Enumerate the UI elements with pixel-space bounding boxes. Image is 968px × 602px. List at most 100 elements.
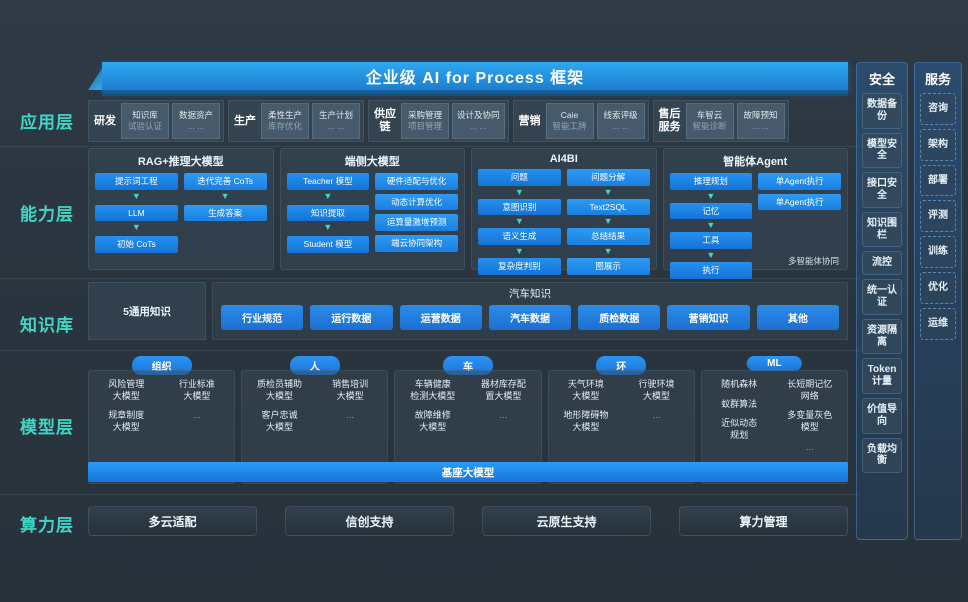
knowledge-chip[interactable]: 运行数据 [310,305,393,330]
knowledge-chip[interactable]: 营销知识 [667,305,750,330]
model-item[interactable]: 近似动态 规划 [721,418,758,441]
service-rail-item[interactable]: 架构 [920,128,956,161]
application-cell[interactable]: 车智云 智能诊断 [685,103,734,139]
application-cell[interactable]: 故障预知... ... [736,103,785,139]
knowledge-chip[interactable]: 运营数据 [399,305,482,330]
security-rail-item[interactable]: 知识围栏 [862,211,902,248]
model-item[interactable]: 随机森林 [721,379,758,389]
model-group-pill[interactable]: ML [747,356,802,371]
model-group-pill[interactable]: 人 [289,356,340,375]
application-cell[interactable]: 线索评级... ... [596,103,645,139]
capability-node[interactable]: 知识提取 [286,204,370,222]
model-item[interactable]: ... [193,410,201,421]
model-group-pill[interactable]: 环 [596,356,647,375]
capability-node[interactable]: 运算量激增预测 [375,214,458,231]
capability-card: 智能体Agent 推理规划 ▼ 记忆 ▼ 工具 ▼ 执行 单Agent执行 单Agent执行 多智能… [662,148,848,279]
capability-card-title: 端侧大模型 [344,156,400,168]
down-arrow-icon: ▼ [514,245,524,256]
capability-node[interactable]: 单Agent执行 [758,193,841,211]
compute-button[interactable]: 云原生支持 [482,506,651,536]
application-cell[interactable]: Caie 智能工牌 [545,103,594,139]
model-group-pill[interactable]: 车 [443,356,493,375]
knowledge-chip[interactable]: 汽车数据 [488,305,572,330]
capability-node[interactable]: 硬件适配与优化 [375,173,458,190]
knowledge-chip[interactable]: 其他 [756,305,839,330]
capability-node[interactable]: Teacher 模型 [286,173,370,190]
model-item[interactable]: 地形障碍物 大模型 [563,410,609,433]
capability-node[interactable]: 总结结果 [566,228,650,245]
capability-node[interactable]: 端云协同架构 [375,234,458,252]
knowledge-chip[interactable]: 质检数据 [578,305,661,330]
model-item[interactable]: ... [652,410,661,421]
model-item[interactable]: 多变量灰色 模型 [787,410,833,433]
capability-node[interactable]: 迭代完善 CoTs [183,173,267,190]
model-item[interactable]: 故障维修 大模型 [414,410,451,433]
capability-node[interactable]: 提示词工程 [95,173,178,190]
application-cell-subline: 智能诊断 [692,121,727,131]
model-group-pill[interactable]: 组织 [131,356,192,375]
application-cell[interactable]: 生产计划... ... [312,103,360,139]
compute-button[interactable]: 多云适配 [88,506,257,536]
capability-node[interactable]: 复杂度判别 [478,257,561,275]
capability-node[interactable]: 执行 [669,261,753,279]
service-rail-item[interactable]: 咨询 [920,93,956,125]
capability-node[interactable]: 推理规划 [669,173,753,190]
application-cell[interactable]: 设计及协同... ... [452,103,505,139]
model-item[interactable]: 销售培训 大模型 [332,379,369,401]
model-item[interactable]: 天气环境 大模型 [567,379,604,401]
base-model-bar[interactable]: 基座大模型 [88,462,848,482]
model-item[interactable]: ... [499,410,508,421]
capability-node[interactable]: 意图识别 [478,198,561,216]
model-item[interactable]: 风险管理 大模型 [108,379,145,401]
capability-node[interactable]: 工具 [669,232,753,249]
service-rail-item[interactable]: 优化 [920,271,956,304]
service-rail-item[interactable]: 评测 [920,200,956,233]
security-rail-item[interactable]: 流控 [862,251,902,276]
model-item[interactable]: 规章制度 大模型 [108,410,145,433]
service-rail-item[interactable]: 运维 [920,307,956,340]
model-item[interactable]: 质检员辅助 大模型 [257,379,303,401]
model-item[interactable]: 行驶环境 大模型 [638,379,675,401]
capability-node[interactable]: 语义生成 [478,228,561,245]
security-rail-item[interactable]: Token计量 [862,358,902,394]
capability-node[interactable]: 单Agent执行 [758,173,841,190]
application-cell[interactable]: 知识库 试验认证 [121,103,169,139]
security-rail-item[interactable]: 数据备份 [862,93,902,129]
capability-node[interactable]: 图展示 [566,257,650,275]
compute-button[interactable]: 算力管理 [679,506,848,536]
security-rail-item[interactable]: 资源隔离 [862,318,902,355]
security-rail-item[interactable]: 接口安全 [862,172,902,208]
capability-node[interactable]: LLM [95,204,178,222]
capability-node[interactable]: 动态计算优化 [375,193,458,211]
model-item[interactable]: 器材库存配 置大模型 [480,379,526,401]
model-item[interactable]: ... [346,410,354,421]
model-item[interactable]: 长短期记忆 网络 [787,379,833,401]
security-rail-item[interactable]: 统一认证 [862,279,902,315]
capability-node[interactable]: 初始 CoTs [95,236,178,253]
general-knowledge-card[interactable]: 5通用知识 [88,282,206,340]
service-rail-item[interactable]: 部署 [920,164,956,197]
capability-column-left: 推理规划 ▼ 记忆 ▼ 工具 ▼ 执行 [669,173,753,279]
model-item[interactable]: 车辆健康 检测大模型 [410,379,456,401]
security-rail-item[interactable]: 价值导向 [862,397,902,434]
knowledge-chip[interactable]: 行业规范 [221,305,304,330]
capability-node[interactable]: 记忆 [669,202,753,220]
capability-node[interactable]: Student 模型 [286,236,370,253]
compute-button[interactable]: 信创支持 [285,506,454,536]
service-rail-item[interactable]: 训练 [920,236,956,268]
security-rail-item[interactable]: 负载均衡 [862,437,902,474]
model-item[interactable]: ... [805,441,814,452]
capability-node[interactable]: 问题分解 [566,169,650,186]
capability-node[interactable]: 问题 [478,169,561,186]
security-rail-item[interactable]: 模型安全 [862,132,902,169]
model-item[interactable]: 蚁群算法 [721,398,758,409]
model-item[interactable]: 行业标准 大模型 [178,379,215,401]
application-cell[interactable]: 柔性生产 库存优化 [261,103,309,139]
capability-node[interactable]: 生成答案 [183,204,267,222]
capability-layer-row: RAG+推理大模型 提示词工程 ▼ LLM ▼ 初始 CoTs 迭代完善 CoTs ▼ 生成答案… [88,148,848,279]
model-item[interactable]: 客户忠诚 大模型 [261,410,298,433]
capability-card-title: RAG+推理大模型 [137,156,224,168]
capability-node[interactable]: Text2SQL [566,198,650,216]
application-cell[interactable]: 数据资产... ... [172,103,220,139]
application-cell[interactable]: 采购管理 项目管理 [401,103,449,139]
